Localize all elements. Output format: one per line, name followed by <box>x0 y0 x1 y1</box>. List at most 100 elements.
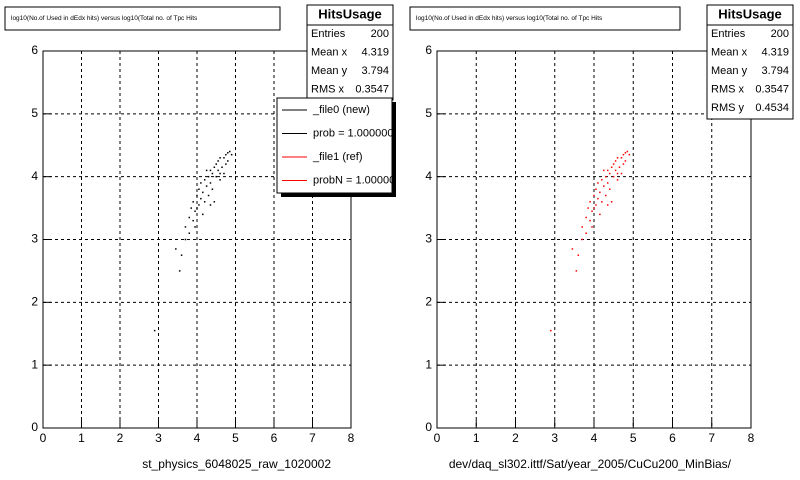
point <box>614 160 617 162</box>
point <box>606 204 609 206</box>
point <box>227 160 229 162</box>
point <box>213 201 216 203</box>
x-tick-label: 2 <box>512 431 519 445</box>
stats-value: 200 <box>771 28 789 40</box>
stats-value: 4.319 <box>761 46 789 58</box>
x-tick-label: 4 <box>194 431 201 445</box>
point <box>603 185 605 187</box>
point <box>605 194 607 197</box>
y-tick-label: 5 <box>31 106 38 120</box>
point <box>626 150 629 153</box>
point <box>620 172 623 175</box>
point <box>585 216 587 219</box>
point <box>200 197 202 200</box>
point <box>211 172 214 175</box>
point <box>608 172 611 175</box>
x-axis-label: st_physics_6048025_raw_1020002 <box>142 457 331 471</box>
point <box>213 166 216 168</box>
point <box>597 197 599 200</box>
point <box>215 163 217 165</box>
point <box>591 210 593 212</box>
point <box>188 232 191 234</box>
point <box>599 213 601 216</box>
point <box>620 157 623 159</box>
point <box>608 188 611 190</box>
point <box>188 216 191 219</box>
x-tick-label: 6 <box>669 431 676 445</box>
point <box>205 185 208 187</box>
point <box>202 191 204 194</box>
point <box>215 175 217 178</box>
legend-label: _file0 (new) <box>312 104 370 116</box>
stats-value: 3.794 <box>761 65 789 77</box>
point <box>597 182 599 184</box>
x-tick-label: 8 <box>348 431 355 445</box>
point <box>219 172 221 175</box>
y-tick-label: 2 <box>425 295 432 309</box>
stats-label: Mean x <box>711 46 748 58</box>
stats-box <box>306 4 394 101</box>
stats-label: RMS x <box>311 83 345 95</box>
y-tick-label: 6 <box>31 43 38 57</box>
stats-label: Entries <box>711 28 746 40</box>
point <box>190 207 192 209</box>
x-tick-label: 3 <box>155 431 162 445</box>
point <box>622 153 625 156</box>
point <box>184 226 187 228</box>
x-tick-label: 4 <box>591 431 598 445</box>
point <box>223 157 225 159</box>
y-tick-label: 1 <box>31 357 38 371</box>
point <box>612 163 615 165</box>
point <box>200 182 202 184</box>
point <box>192 201 194 203</box>
x-tick-label: 7 <box>708 431 715 445</box>
point <box>589 219 591 222</box>
y-tick-label: 5 <box>425 106 432 120</box>
point <box>175 248 177 250</box>
stats-label: Mean x <box>311 46 348 58</box>
point <box>606 182 609 184</box>
point <box>180 254 183 256</box>
point <box>624 160 627 162</box>
point <box>209 182 212 184</box>
stats-value: 0.3547 <box>355 83 389 95</box>
point <box>194 210 196 212</box>
point <box>616 179 619 181</box>
point <box>198 188 200 190</box>
stats-value: 200 <box>371 28 389 40</box>
x-tick-label: 5 <box>232 431 239 445</box>
point <box>614 169 617 172</box>
point <box>219 179 221 181</box>
point <box>227 152 229 154</box>
stats-value: 0.3547 <box>755 83 789 95</box>
y-tick-label: 1 <box>425 357 432 371</box>
point <box>591 226 593 228</box>
point <box>610 166 613 168</box>
stats-value: 0.4534 <box>755 102 789 114</box>
point <box>622 163 625 165</box>
point <box>221 166 223 168</box>
stats-title: HitsUsage <box>718 6 782 21</box>
point <box>209 169 212 172</box>
x-tick-label: 6 <box>271 431 278 445</box>
point <box>217 169 219 172</box>
point <box>217 160 219 162</box>
point <box>605 175 607 178</box>
point <box>612 175 615 178</box>
point <box>550 329 552 332</box>
y-tick-label: 4 <box>31 169 38 183</box>
point <box>587 207 589 209</box>
title-box <box>4 6 281 31</box>
legend-label: prob = 1.000000 <box>313 127 393 139</box>
point <box>601 201 603 203</box>
stats-title: HitsUsage <box>318 6 382 21</box>
point <box>624 152 627 154</box>
x-tick-label: 1 <box>473 431 480 445</box>
point <box>196 194 198 197</box>
point <box>616 172 619 175</box>
stats-box <box>706 4 794 120</box>
y-tick-label: 3 <box>31 232 38 246</box>
point <box>225 153 227 156</box>
legend-label: probN = 1.000000 <box>313 174 401 186</box>
point <box>601 179 603 181</box>
